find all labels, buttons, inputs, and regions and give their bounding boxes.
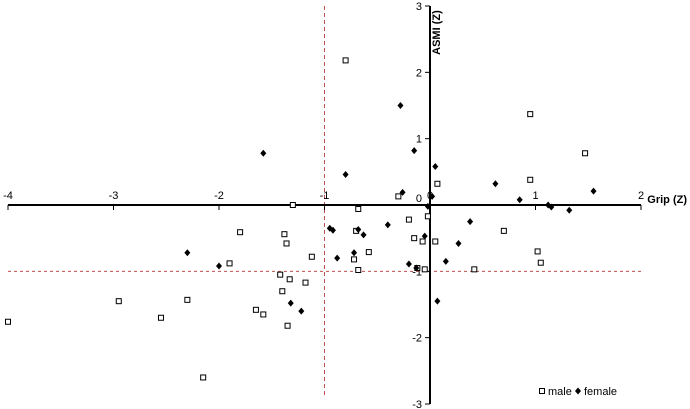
y-tick-label: 3 [416,1,422,13]
point-male [289,202,296,208]
point-male [157,314,164,321]
point-male [537,259,544,266]
point-female [566,206,573,214]
point-male [424,213,431,220]
x-axis-title: Grip (Z) [647,194,687,206]
y-tick-label: -1 [412,266,422,278]
point-female [413,264,420,272]
point-male [252,306,259,313]
point-male [281,231,288,238]
y-tick-label: -3 [412,399,422,409]
point-female [329,226,336,234]
point-female [492,180,499,188]
point-female [442,257,449,265]
point-female [342,170,349,178]
point-male [434,180,441,187]
point-female [334,254,341,262]
point-male [115,298,122,305]
point-female [405,260,412,268]
x-tick-label: 2 [638,190,644,202]
point-female [184,249,191,257]
point-male [527,176,534,183]
point-male [411,235,418,242]
x-tick-label: -4 [3,190,13,202]
point-female [432,163,439,171]
point-male [184,296,191,303]
point-male [277,271,284,278]
point-female [467,218,474,226]
point-female [421,232,428,240]
reference-lines [8,6,641,398]
point-female [360,231,367,239]
point-female [399,188,406,196]
point-male [471,266,478,273]
point-female [355,226,362,234]
point-male [302,279,309,286]
x-tick-label: -1 [320,190,330,202]
point-male [405,216,412,223]
point-female [298,307,305,315]
point-male [500,227,507,234]
point-female [287,299,294,307]
point-female [384,221,391,229]
data-points [5,57,597,381]
point-female [455,239,462,247]
point-male [200,374,207,381]
legend: male female [539,386,617,398]
point-male [365,249,372,256]
legend-female-label: female [584,386,617,398]
point-female [516,196,523,204]
point-male [284,322,291,329]
point-male [308,253,315,260]
point-male [421,266,428,273]
point-female [397,102,404,109]
y-axis-title: ASMI (Z) [431,10,443,55]
point-female [429,192,436,200]
point-male [351,256,358,263]
point-male [283,240,290,247]
point-male [395,193,402,200]
point-male [527,111,534,118]
point-male [5,318,11,325]
point-male [355,205,362,212]
y-tick-label: 2 [416,67,422,79]
point-female [424,202,431,210]
y-tick-label: 1 [416,134,422,146]
point-male [419,238,426,245]
point-female [216,262,222,270]
x-tick-label: -2 [214,190,224,202]
point-male [342,57,349,64]
point-male [279,288,286,295]
point-female [260,149,267,157]
point-male [355,267,362,274]
point-male [432,238,439,245]
legend-male-label: male [548,386,572,398]
point-male [534,248,541,255]
point-male [260,311,267,318]
point-male [237,229,244,236]
point-female [351,249,358,257]
point-female [590,187,597,195]
x-tick-label: 1 [532,190,538,202]
legend-female-marker [575,387,581,395]
point-female [411,147,418,155]
y-tick-label-zero: 0 [416,193,422,205]
point-male [226,260,233,267]
point-male [582,150,589,157]
y-tick-label: -2 [412,333,422,345]
point-female [434,297,441,305]
point-female [548,203,555,211]
legend-male-marker [539,388,545,394]
x-tick-label: -3 [109,190,119,202]
point-male [286,276,293,283]
